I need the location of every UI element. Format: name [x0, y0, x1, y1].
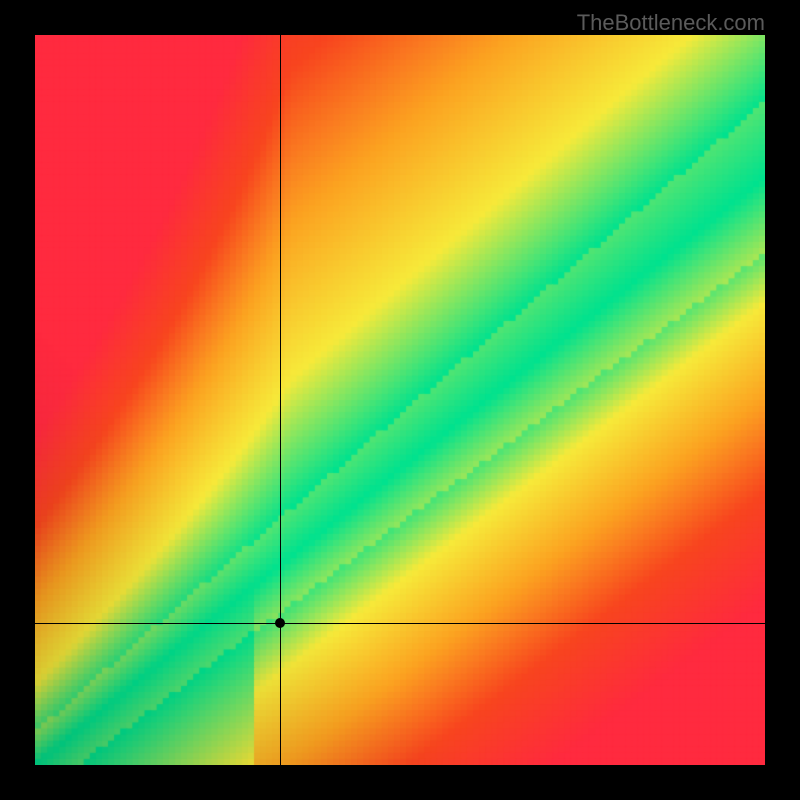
plot-area [35, 35, 765, 765]
watermark-text: TheBottleneck.com [577, 10, 765, 36]
crosshair-marker [275, 618, 285, 628]
crosshair-vertical [280, 35, 281, 765]
crosshair-horizontal [35, 623, 765, 624]
bottleneck-heatmap [35, 35, 765, 765]
